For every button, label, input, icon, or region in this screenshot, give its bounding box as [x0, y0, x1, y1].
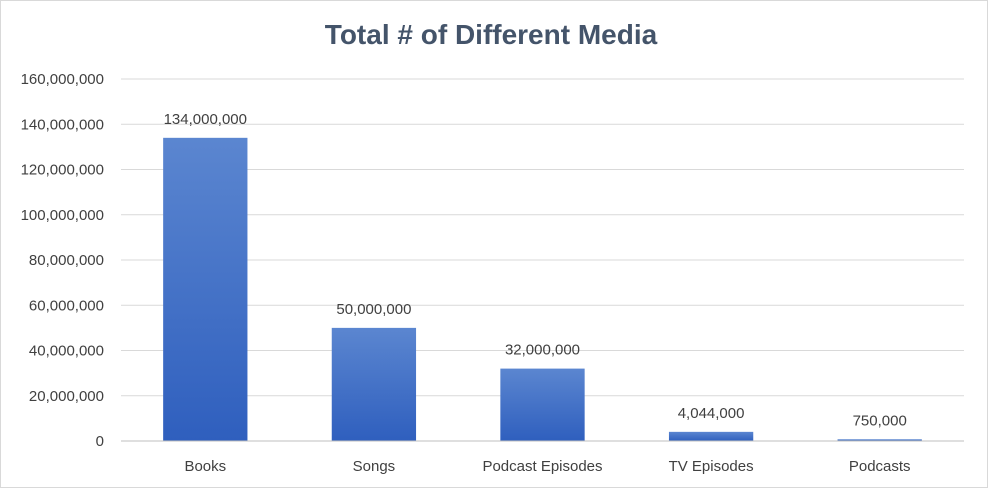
y-tick-label: 160,000,000 [21, 71, 104, 88]
data-label: 4,044,000 [678, 405, 745, 422]
data-labels: 134,000,000 50,000,000 32,000,000 4,044,000… [164, 111, 907, 429]
bars [163, 137, 922, 441]
data-label: 134,000,000 [164, 111, 247, 128]
y-tick-label: 60,000,000 [29, 297, 104, 314]
y-tick-label: 120,000,000 [21, 162, 104, 179]
bar [163, 137, 248, 441]
data-label: 50,000,000 [336, 301, 411, 318]
data-label: 32,000,000 [505, 342, 580, 359]
x-tick-label: Books [184, 458, 226, 475]
y-tick-label: 40,000,000 [29, 343, 104, 360]
x-tick-label: TV Episodes [669, 458, 754, 475]
data-label: 750,000 [853, 412, 907, 429]
x-tick-label: Podcasts [849, 458, 911, 475]
y-axis-ticks: 0 20,000,000 40,000,000 60,000,000 80,000,00… [21, 71, 104, 450]
gridlines [121, 78, 964, 397]
bar [500, 368, 585, 441]
chart-title: Total # of Different Media [325, 19, 658, 50]
y-tick-label: 100,000,000 [21, 207, 104, 224]
y-tick-label: 80,000,000 [29, 252, 104, 269]
x-axis-ticks: Books Songs Podcast Episodes TV Episodes Pod… [184, 458, 910, 475]
bar [331, 327, 417, 441]
bar [668, 431, 754, 441]
y-tick-label: 0 [96, 433, 104, 450]
x-tick-label: Songs [353, 458, 396, 475]
y-tick-label: 140,000,000 [21, 116, 104, 133]
y-tick-label: 20,000,000 [29, 388, 104, 405]
x-tick-label: Podcast Episodes [482, 458, 602, 475]
bar [837, 439, 922, 441]
